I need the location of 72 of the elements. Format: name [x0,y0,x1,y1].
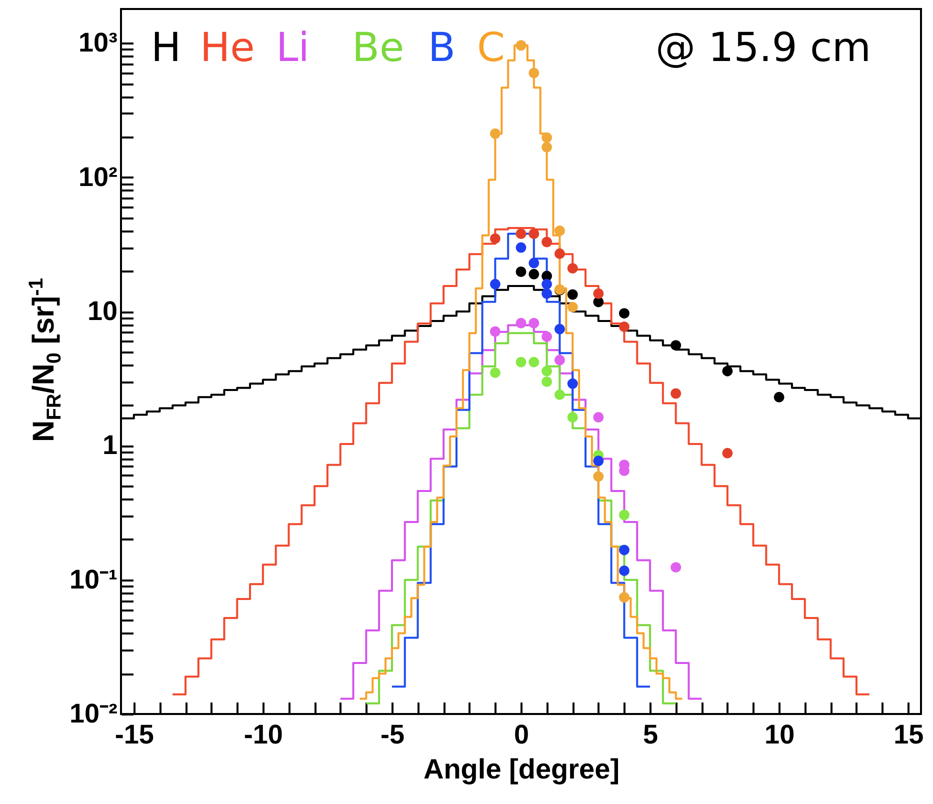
point [593,471,604,482]
text: B [428,25,456,71]
x-tick-label: -10 [244,720,283,750]
x-tick-label: 15 [894,720,924,750]
point [542,288,552,299]
x-tick-label: 10 [764,720,795,750]
point [722,366,733,376]
point [593,288,604,299]
point [618,544,630,556]
point [542,236,552,248]
point [542,132,552,143]
point [593,412,604,422]
point [567,289,578,300]
text: Be [352,25,404,71]
point [528,68,540,78]
point [516,318,526,328]
point [567,302,578,312]
point [490,233,500,244]
point [516,266,526,277]
annotation: @ 15.9 cm [656,25,871,71]
point [490,278,500,290]
y-tick-label: 10⁻² [69,698,118,728]
point [490,326,500,337]
y-tick-label: 10² [78,162,118,192]
point [516,40,526,51]
point [670,562,682,573]
x-tick-label: -5 [380,720,404,750]
point [528,356,540,368]
point [593,456,604,466]
x-tick-label: 0 [514,720,530,750]
y-tick-label: 10³ [78,28,118,58]
y-tick-label: 1 [102,430,118,460]
point [490,128,500,139]
point [618,510,630,520]
point [567,412,578,422]
point [567,378,578,389]
text: H [151,25,182,71]
point [670,388,682,399]
point [516,356,526,368]
y-tick-label: 10⁻¹ [69,564,118,594]
point [528,258,540,268]
point [542,142,552,152]
point [554,226,565,236]
point [516,242,526,253]
point [554,324,565,334]
point [542,278,552,290]
point [542,331,552,342]
point [554,248,565,259]
point [618,592,630,603]
point [542,376,552,387]
point [516,228,526,239]
point [774,392,784,402]
text: Li [276,25,310,71]
point [528,228,540,239]
point [722,448,733,458]
point [528,268,540,280]
x-tick-label: -15 [114,720,154,750]
point [618,308,630,319]
point [542,366,552,376]
x-tick-label: 5 [643,720,658,750]
point [670,340,682,351]
y-tick-label: 10 [87,296,118,326]
point [618,322,630,332]
x-axis-title: Angle [degree] [423,754,620,784]
point [490,367,500,378]
point [528,318,540,328]
point [554,354,565,366]
point [618,565,630,576]
point [554,389,565,400]
text: He [200,25,255,71]
series-label: C [477,25,505,71]
point [567,263,578,274]
